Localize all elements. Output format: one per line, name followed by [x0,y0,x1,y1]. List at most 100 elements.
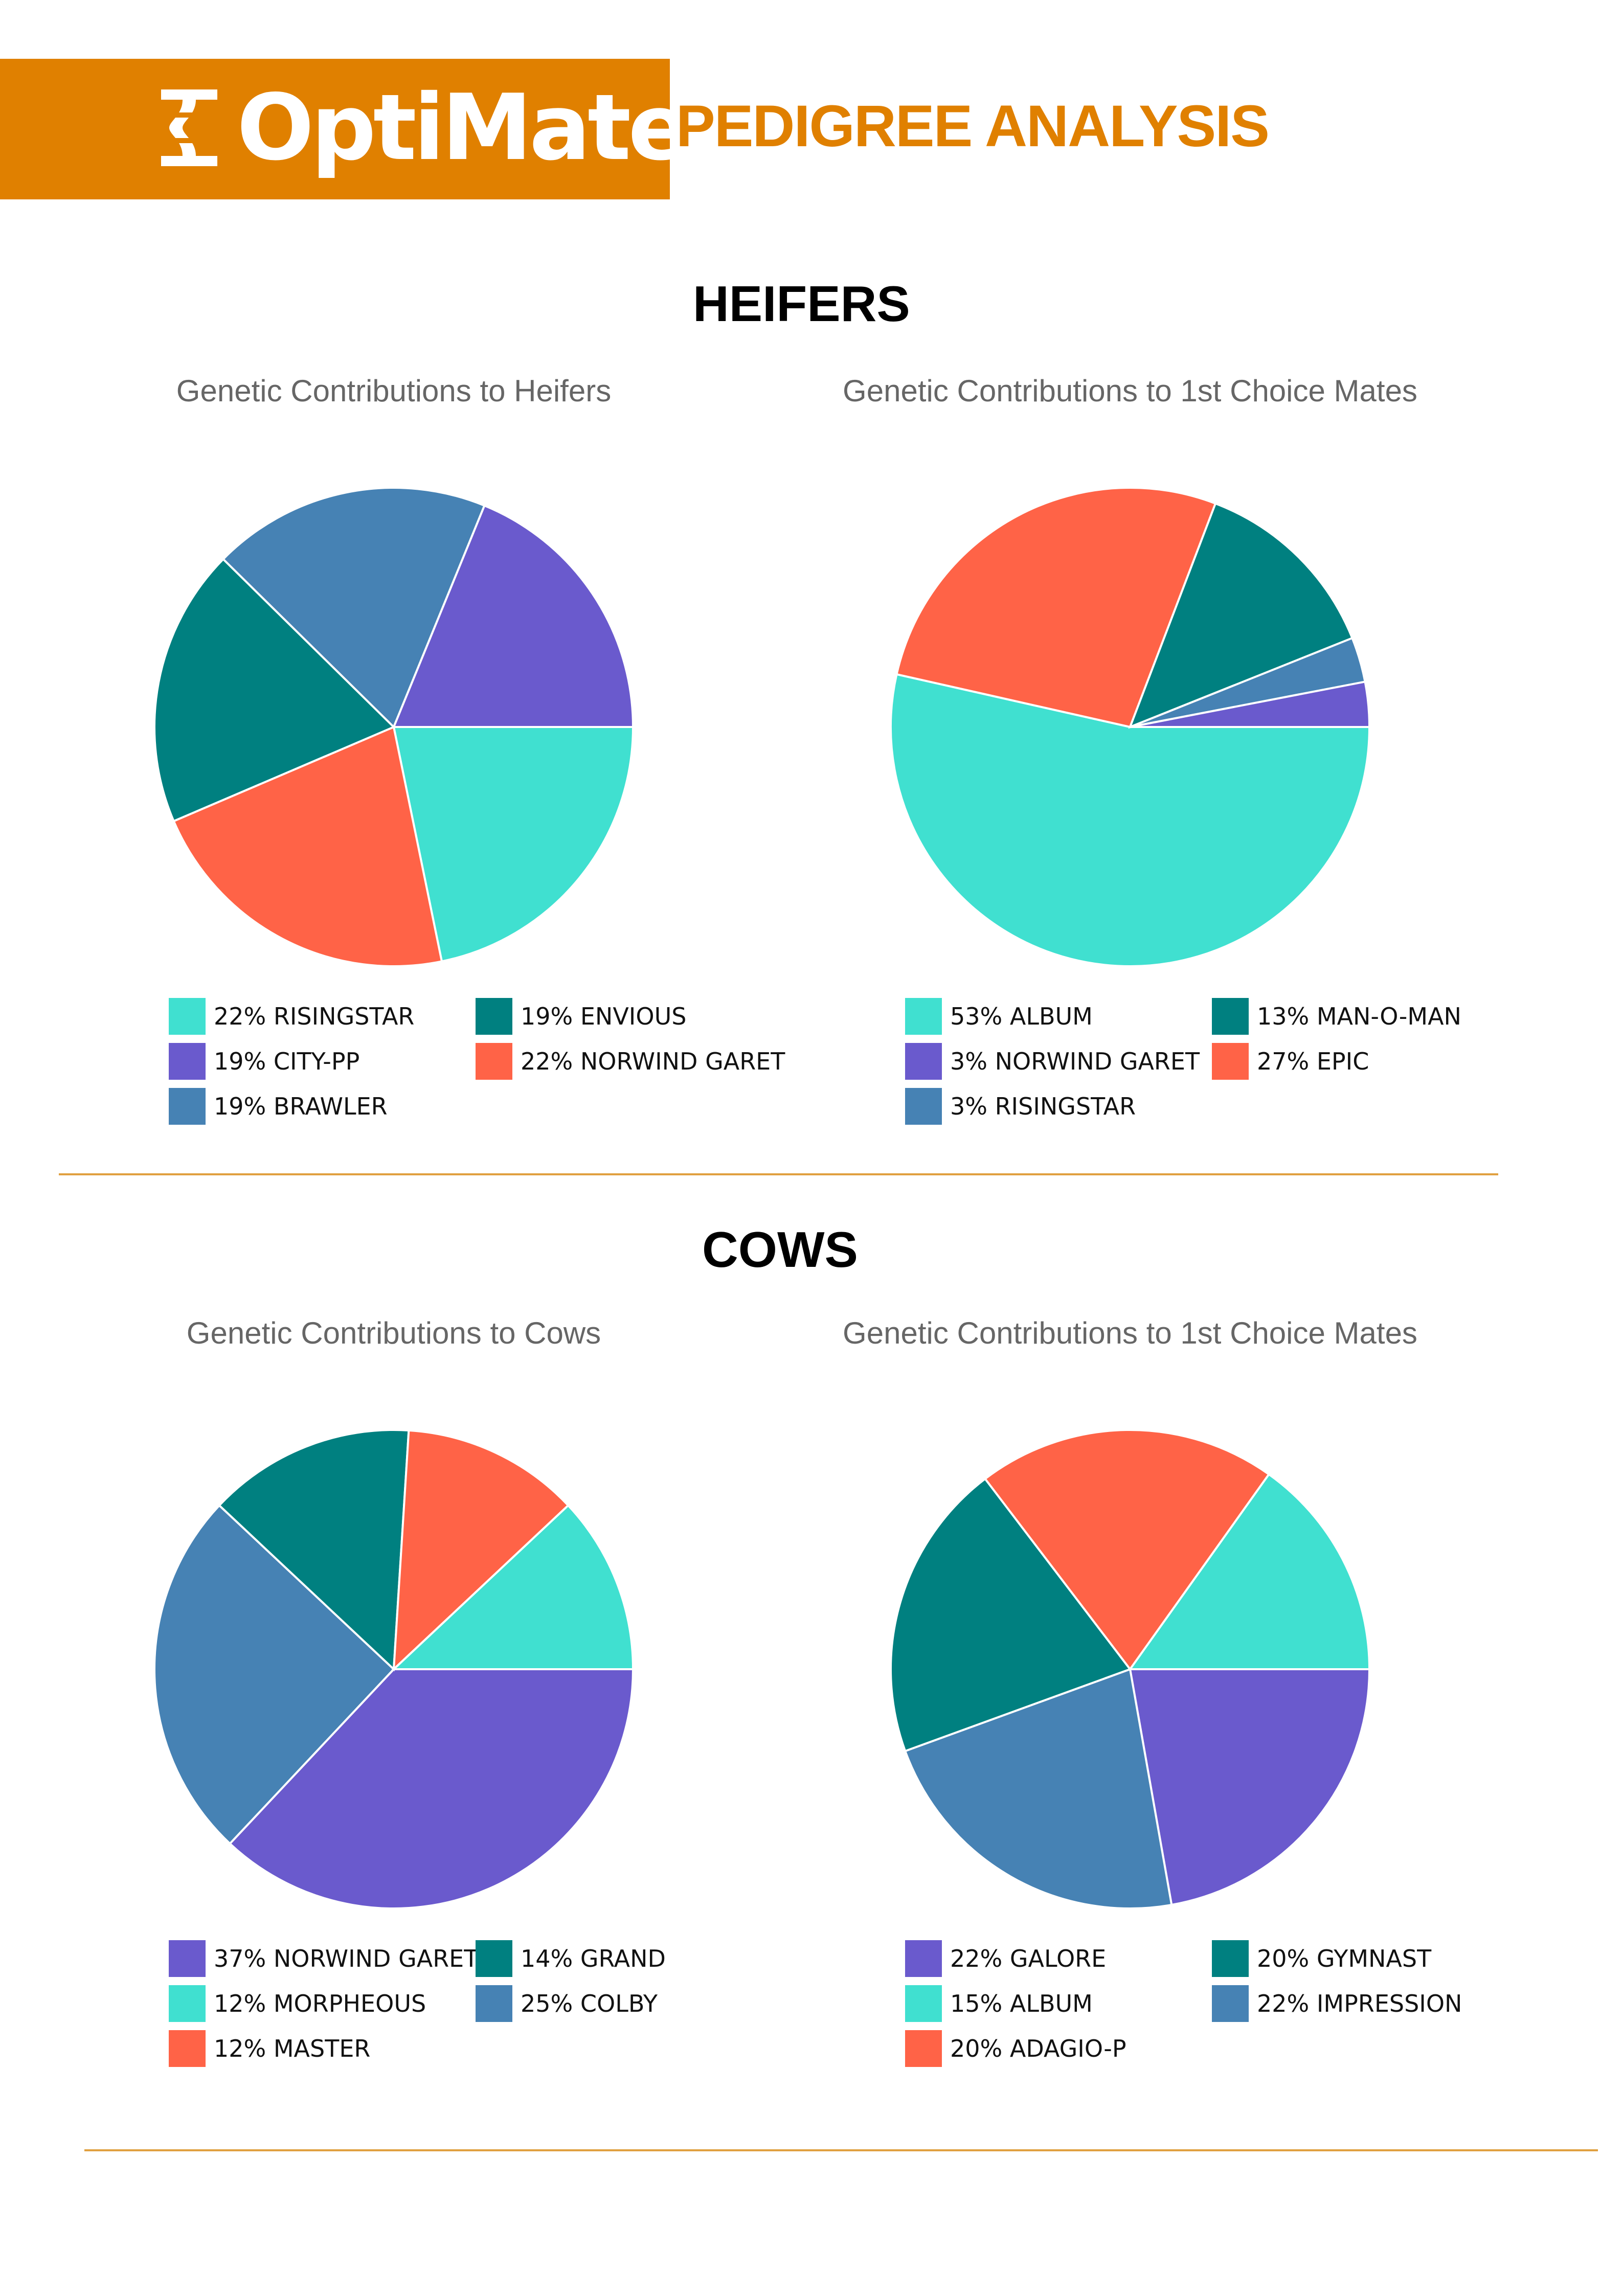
pie-slice [890,673,1371,967]
legend-item: 53% ALBUM [905,998,1093,1035]
legend-label: 37% NORWIND GARET [214,1945,479,1972]
legend-label: 14% GRAND [521,1945,666,1972]
legend-item: 3% RISINGSTAR [905,1088,1136,1125]
legend-label: 25% COLBY [521,1990,658,2017]
chart-title: Genetic Contributions to 1st Choice Mate… [843,374,1417,408]
legend-label: 22% RISINGSTAR [214,1003,415,1030]
legend-swatch [1212,998,1249,1035]
chart-legend: 22% RISINGSTAR 22% NORWIND GARET 19% ENVIO… [10,998,785,1136]
pie-svg [153,487,635,967]
legend-swatch [476,1940,512,1977]
legend-label: 22% NORWIND GARET [521,1048,785,1075]
legend-item: 19% ENVIOUS [476,998,686,1035]
legend-label: 15% ALBUM [950,1990,1093,2017]
legend-item: 22% RISINGSTAR [169,998,414,1035]
trademark-mark: TM [688,149,707,163]
legend-label: 3% NORWIND GARET [950,1048,1200,1075]
dna-helix-icon [161,89,217,166]
legend-swatch [169,1088,206,1125]
pie-chart-heifer-mates: Genetic Contributions to 1st Choice Mate… [747,369,1514,1136]
legend-label: 27% EPIC [1257,1048,1369,1075]
legend-item: 13% MAN-O-MAN [1212,998,1461,1035]
legend-item: 20% ADAGIO-P [905,2030,1126,2067]
pie-svg [153,1429,635,1909]
pie-svg [889,1428,1371,1909]
legend-item: 15% ALBUM [905,1985,1093,2022]
pie-slice [221,487,486,729]
legend-label: 13% MAN-O-MAN [1257,1003,1461,1030]
legend-item: 22% IMPRESSION [1212,1985,1462,2022]
chart-title: Genetic Contributions to Heifers [176,374,612,408]
chart-legend: 22% GALORE 22% IMPRESSION 20% GYMNAST 20% A… [747,1940,1514,2078]
pie-slice [1128,502,1354,729]
pie-slice [153,1504,395,1845]
legend-label: 12% MORPHEOUS [214,1990,426,2017]
legend-label: 22% GALORE [950,1945,1107,1972]
legend-label: 19% CITY-PP [214,1048,360,1075]
legend-label: 12% MASTER [214,2035,371,2062]
optimate-logo: OptiMate TM [156,77,707,179]
pie-slice [392,504,635,728]
legend-item: 22% GALORE [905,1940,1106,1977]
header-bar [0,59,670,199]
legend-item: 14% GRAND [476,1940,666,1977]
pie-svg [890,487,1371,967]
pie-slice [172,725,443,967]
legend-item: 19% BRAWLER [169,1088,388,1125]
legend-item: 12% MASTER [169,2030,370,2067]
legend-swatch [905,2030,942,2067]
legend-swatch [476,998,512,1035]
legend-item: 20% GYMNAST [1212,1940,1431,1977]
pie-slice [983,1428,1271,1671]
legend-swatch [905,998,942,1035]
section-divider [59,1173,1498,1175]
legend-swatch [476,1985,512,2022]
legend-label: 19% ENVIOUS [521,1003,687,1030]
pie-slice [1130,680,1371,728]
legend-label: 22% IMPRESSION [1257,1990,1462,2017]
legend-item: 12% MORPHEOUS [169,1985,426,2022]
chart-legend: 37% NORWIND GARET 25% COLBY 14% GRAND 12% M… [10,1940,777,2078]
legend-item: 19% CITY-PP [169,1043,359,1080]
legend-swatch [476,1043,512,1080]
legend-swatch [169,1043,206,1080]
legend-item: 27% EPIC [1212,1043,1369,1080]
chart-legend: 53% ALBUM 27% EPIC 13% MAN-O-MAN 3% RISINGS… [747,998,1514,1136]
pie-chart-cows: Genetic Contributions to Cows 37% NORWIN… [10,1311,777,2078]
pie-slice [228,1668,635,1909]
pie-slice [895,487,1217,729]
legend-item: 25% COLBY [476,1985,658,2022]
legend-label: 53% ALBUM [950,1003,1093,1030]
legend-item: 22% NORWIND GARET [476,1043,785,1080]
legend-swatch [905,1940,942,1977]
pie-slice [889,1477,1132,1753]
page-title: PEDIGREE ANALYSIS [676,94,1270,159]
pie-chart-cow-mates: Genetic Contributions to 1st Choice Mate… [747,1311,1514,2078]
legend-label: 20% ADAGIO-P [950,2035,1126,2062]
pie-slice [218,1429,410,1672]
legend-swatch [905,1088,942,1125]
chart-title: Genetic Contributions to 1st Choice Mate… [843,1316,1417,1350]
legend-swatch [1212,1940,1249,1977]
legend-label: 19% BRAWLER [214,1093,388,1120]
legend-swatch [1212,1043,1249,1080]
legend-swatch [169,1940,206,1977]
chart-title: Genetic Contributions to Cows [186,1316,601,1350]
pie-slice [153,557,396,823]
pie-slice [392,726,635,963]
section-title-cows: COWS [702,1221,858,1278]
legend-item: 3% NORWIND GARET [905,1043,1200,1080]
pie-slice [1129,1668,1371,1906]
legend-swatch [905,1043,942,1080]
page-bottom-divider [84,2149,1598,2151]
pie-slice [904,1668,1173,1909]
pie-slice [391,1504,635,1670]
legend-swatch [169,1985,206,2022]
pie-slice [392,1429,570,1672]
legend-label: 20% GYMNAST [1257,1945,1432,1972]
pie-chart-heifers: Genetic Contributions to Heifers 22% RIS… [10,369,785,1136]
legend-label: 3% RISINGSTAR [950,1093,1136,1120]
logo-wordmark: OptiMate [237,75,690,180]
legend-item: 37% NORWIND GARET [169,1940,478,1977]
legend-swatch [169,998,206,1035]
